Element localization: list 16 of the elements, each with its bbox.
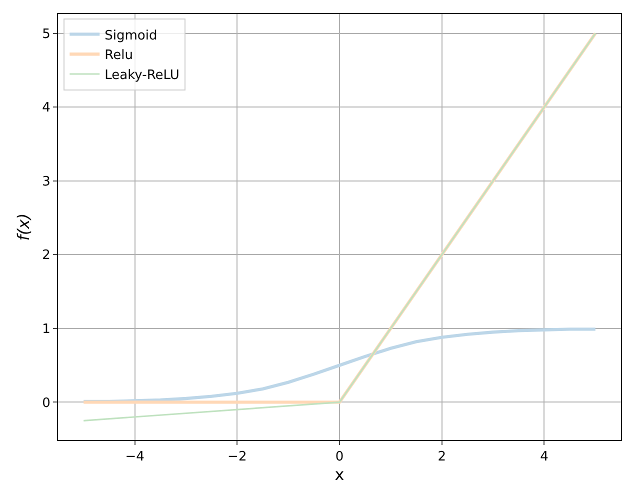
y-tick-label: 5 <box>42 26 50 42</box>
x-tick-label: −2 <box>228 450 247 465</box>
y-tick-label: 3 <box>42 174 50 190</box>
x-axis-title: x <box>334 465 344 484</box>
y-tick-label: 4 <box>42 100 50 116</box>
legend-label: Leaky-ReLU <box>104 68 180 84</box>
y-tick-label: 2 <box>42 248 50 264</box>
y-tick-label: 0 <box>42 396 50 411</box>
x-tick-label: 4 <box>540 450 548 465</box>
x-tick-label: 2 <box>438 450 446 465</box>
legend-label: Sigmoid <box>104 28 158 44</box>
legend-label: Relu <box>104 48 133 64</box>
x-tick-label: −4 <box>125 450 144 465</box>
y-tick-label: 1 <box>42 322 50 337</box>
x-tick-label: 0 <box>335 450 344 465</box>
y-axis-title: f(x) <box>14 213 34 241</box>
